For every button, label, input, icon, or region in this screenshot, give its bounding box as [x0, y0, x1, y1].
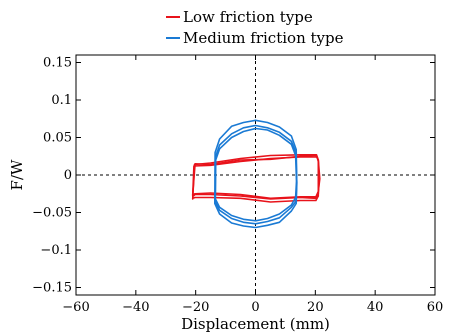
x-tick-label: 20 — [307, 300, 324, 315]
y-tick-label: −0.1 — [40, 243, 72, 258]
y-axis-title: F/W — [8, 159, 26, 190]
y-axis: −0.15 −0.1 −0.05 0 0.05 0.1 0.15 — [32, 56, 435, 296]
x-axis-title: Displacement (mm) — [181, 315, 330, 333]
series-0 — [191, 154, 321, 203]
x-tick-label: 40 — [367, 300, 384, 315]
y-tick-label: 0.05 — [43, 131, 72, 146]
y-tick-label: 0 — [64, 168, 72, 183]
x-tick-label: −20 — [182, 300, 209, 315]
reference-lines — [76, 55, 435, 295]
x-tick-label: −40 — [122, 300, 149, 315]
legend: Low friction type Medium friction type — [166, 8, 344, 47]
y-tick-label: 0.1 — [51, 93, 72, 108]
y-tick-label: −0.15 — [32, 281, 72, 296]
series-layer — [191, 119, 321, 229]
y-tick-label: −0.05 — [32, 206, 72, 221]
legend-label: Low friction type — [183, 8, 313, 26]
hysteresis-loop — [191, 154, 321, 200]
series-1 — [214, 119, 298, 229]
x-axis: −60 −40 −20 0 20 40 60 — [62, 55, 443, 315]
legend-label: Medium friction type — [183, 29, 344, 47]
y-tick-label: 0.15 — [43, 56, 72, 71]
x-tick-label: −60 — [62, 300, 89, 315]
x-tick-label: 60 — [427, 300, 444, 315]
x-tick-label: 0 — [251, 300, 259, 315]
hysteresis-loop — [214, 127, 298, 222]
